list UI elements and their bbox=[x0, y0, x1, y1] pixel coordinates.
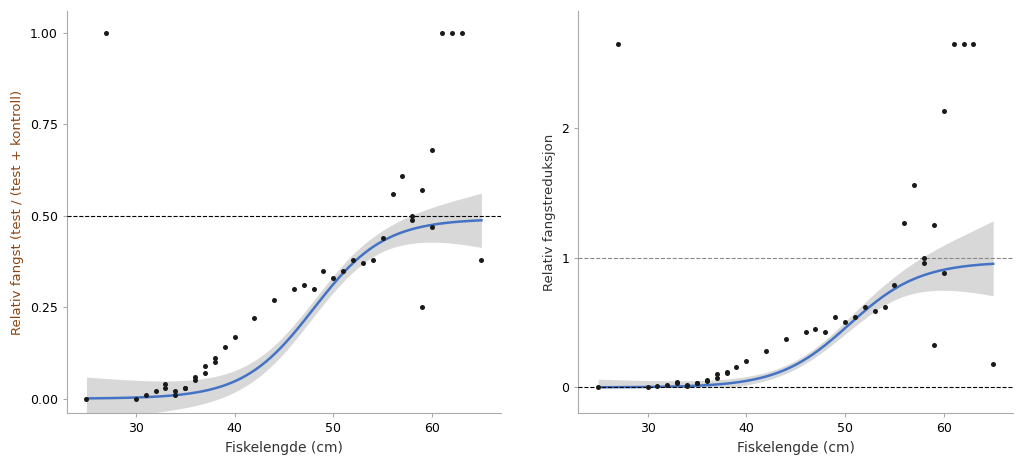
Point bbox=[414, 303, 430, 311]
Point bbox=[698, 376, 715, 384]
Point bbox=[906, 181, 923, 189]
Point bbox=[365, 256, 381, 263]
Point bbox=[197, 362, 213, 370]
Point bbox=[639, 384, 655, 391]
Point bbox=[679, 382, 695, 390]
Point bbox=[177, 384, 194, 391]
Point bbox=[345, 256, 361, 263]
Point bbox=[926, 341, 942, 348]
Point bbox=[404, 212, 421, 219]
Point bbox=[886, 281, 902, 288]
Point bbox=[689, 380, 706, 387]
Point bbox=[698, 377, 715, 384]
Point bbox=[454, 29, 470, 37]
Point bbox=[857, 303, 873, 311]
Point bbox=[738, 358, 755, 365]
Point bbox=[709, 370, 725, 378]
Point bbox=[590, 384, 606, 391]
Point bbox=[186, 377, 203, 384]
Point bbox=[915, 254, 932, 261]
Point bbox=[226, 333, 243, 340]
Point bbox=[207, 355, 223, 362]
Point bbox=[719, 368, 735, 376]
Point bbox=[216, 344, 232, 351]
Point bbox=[147, 388, 164, 395]
Point bbox=[955, 40, 972, 47]
Point bbox=[354, 260, 371, 267]
Point bbox=[424, 223, 440, 231]
Point bbox=[325, 274, 341, 282]
Point bbox=[985, 360, 1001, 368]
Point bbox=[286, 285, 302, 293]
Point bbox=[817, 328, 834, 336]
Point bbox=[827, 314, 844, 321]
Point bbox=[315, 267, 332, 274]
Point bbox=[758, 347, 774, 355]
X-axis label: Fiskelengde (cm): Fiskelengde (cm) bbox=[225, 441, 343, 455]
Point bbox=[709, 375, 725, 382]
Point bbox=[669, 380, 685, 387]
Y-axis label: Relativ fangstreduksjon: Relativ fangstreduksjon bbox=[543, 134, 556, 291]
Point bbox=[807, 325, 823, 333]
Point bbox=[659, 381, 676, 389]
Point bbox=[915, 259, 932, 267]
Point bbox=[128, 395, 144, 403]
Point bbox=[945, 40, 962, 47]
Point bbox=[158, 384, 174, 391]
Y-axis label: Relativ fangst (test / (test + kontroll): Relativ fangst (test / (test + kontroll) bbox=[11, 89, 25, 335]
Point bbox=[296, 281, 312, 289]
Point bbox=[305, 285, 322, 293]
Point bbox=[246, 315, 262, 322]
Point bbox=[936, 107, 952, 115]
Point bbox=[443, 29, 460, 37]
Point bbox=[335, 267, 351, 274]
Point bbox=[167, 391, 183, 399]
Point bbox=[98, 29, 115, 37]
Point bbox=[473, 256, 489, 263]
Point bbox=[609, 40, 626, 47]
Point bbox=[167, 388, 183, 395]
Point bbox=[669, 378, 685, 386]
Point bbox=[926, 221, 942, 229]
Point bbox=[936, 269, 952, 277]
Point bbox=[424, 146, 440, 154]
Point bbox=[798, 328, 814, 336]
Point bbox=[719, 370, 735, 377]
Point bbox=[847, 314, 863, 321]
Point bbox=[414, 186, 430, 194]
Point bbox=[689, 380, 706, 387]
Point bbox=[186, 373, 203, 380]
X-axis label: Fiskelengde (cm): Fiskelengde (cm) bbox=[736, 441, 855, 455]
Point bbox=[877, 303, 893, 311]
Point bbox=[728, 363, 744, 370]
Point bbox=[394, 172, 411, 179]
Point bbox=[434, 29, 451, 37]
Point bbox=[384, 190, 400, 198]
Point bbox=[649, 382, 666, 390]
Point bbox=[866, 307, 883, 315]
Point bbox=[837, 319, 853, 326]
Point bbox=[679, 381, 695, 389]
Point bbox=[207, 358, 223, 366]
Point bbox=[197, 370, 213, 377]
Point bbox=[266, 296, 283, 304]
Point bbox=[158, 380, 174, 388]
Point bbox=[375, 234, 391, 241]
Point bbox=[777, 336, 794, 343]
Point bbox=[177, 384, 194, 391]
Point bbox=[137, 391, 154, 399]
Point bbox=[78, 395, 94, 403]
Point bbox=[896, 219, 912, 226]
Point bbox=[966, 40, 982, 47]
Point bbox=[404, 216, 421, 223]
